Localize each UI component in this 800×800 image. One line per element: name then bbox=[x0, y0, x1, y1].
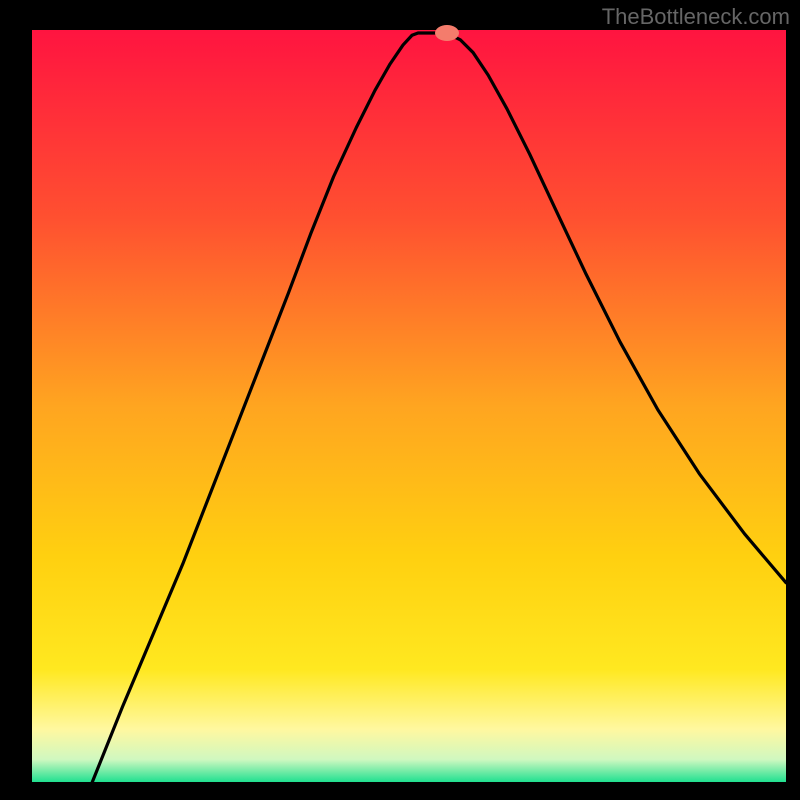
watermark-text: TheBottleneck.com bbox=[602, 4, 790, 30]
bottleneck-marker bbox=[435, 25, 459, 41]
bottleneck-curve bbox=[0, 0, 800, 800]
